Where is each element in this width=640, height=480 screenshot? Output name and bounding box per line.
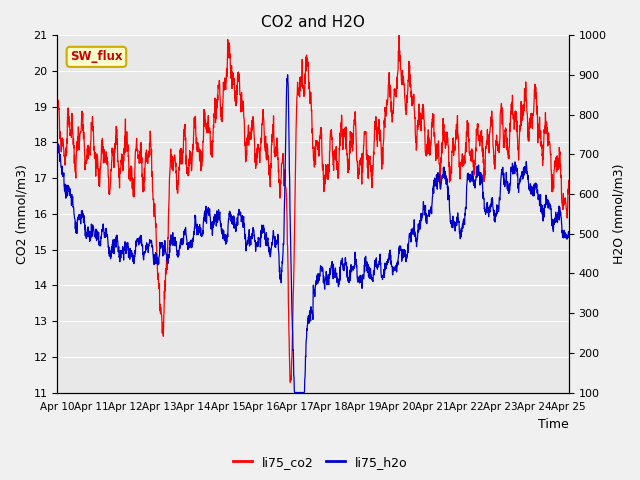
Text: SW_flux: SW_flux xyxy=(70,50,123,63)
Legend: li75_co2, li75_h2o: li75_co2, li75_h2o xyxy=(228,451,412,474)
Y-axis label: H2O (mmol/m3): H2O (mmol/m3) xyxy=(612,164,625,264)
Y-axis label: CO2 (mmol/m3): CO2 (mmol/m3) xyxy=(15,164,28,264)
X-axis label: Time: Time xyxy=(538,418,569,431)
Title: CO2 and H2O: CO2 and H2O xyxy=(261,15,365,30)
